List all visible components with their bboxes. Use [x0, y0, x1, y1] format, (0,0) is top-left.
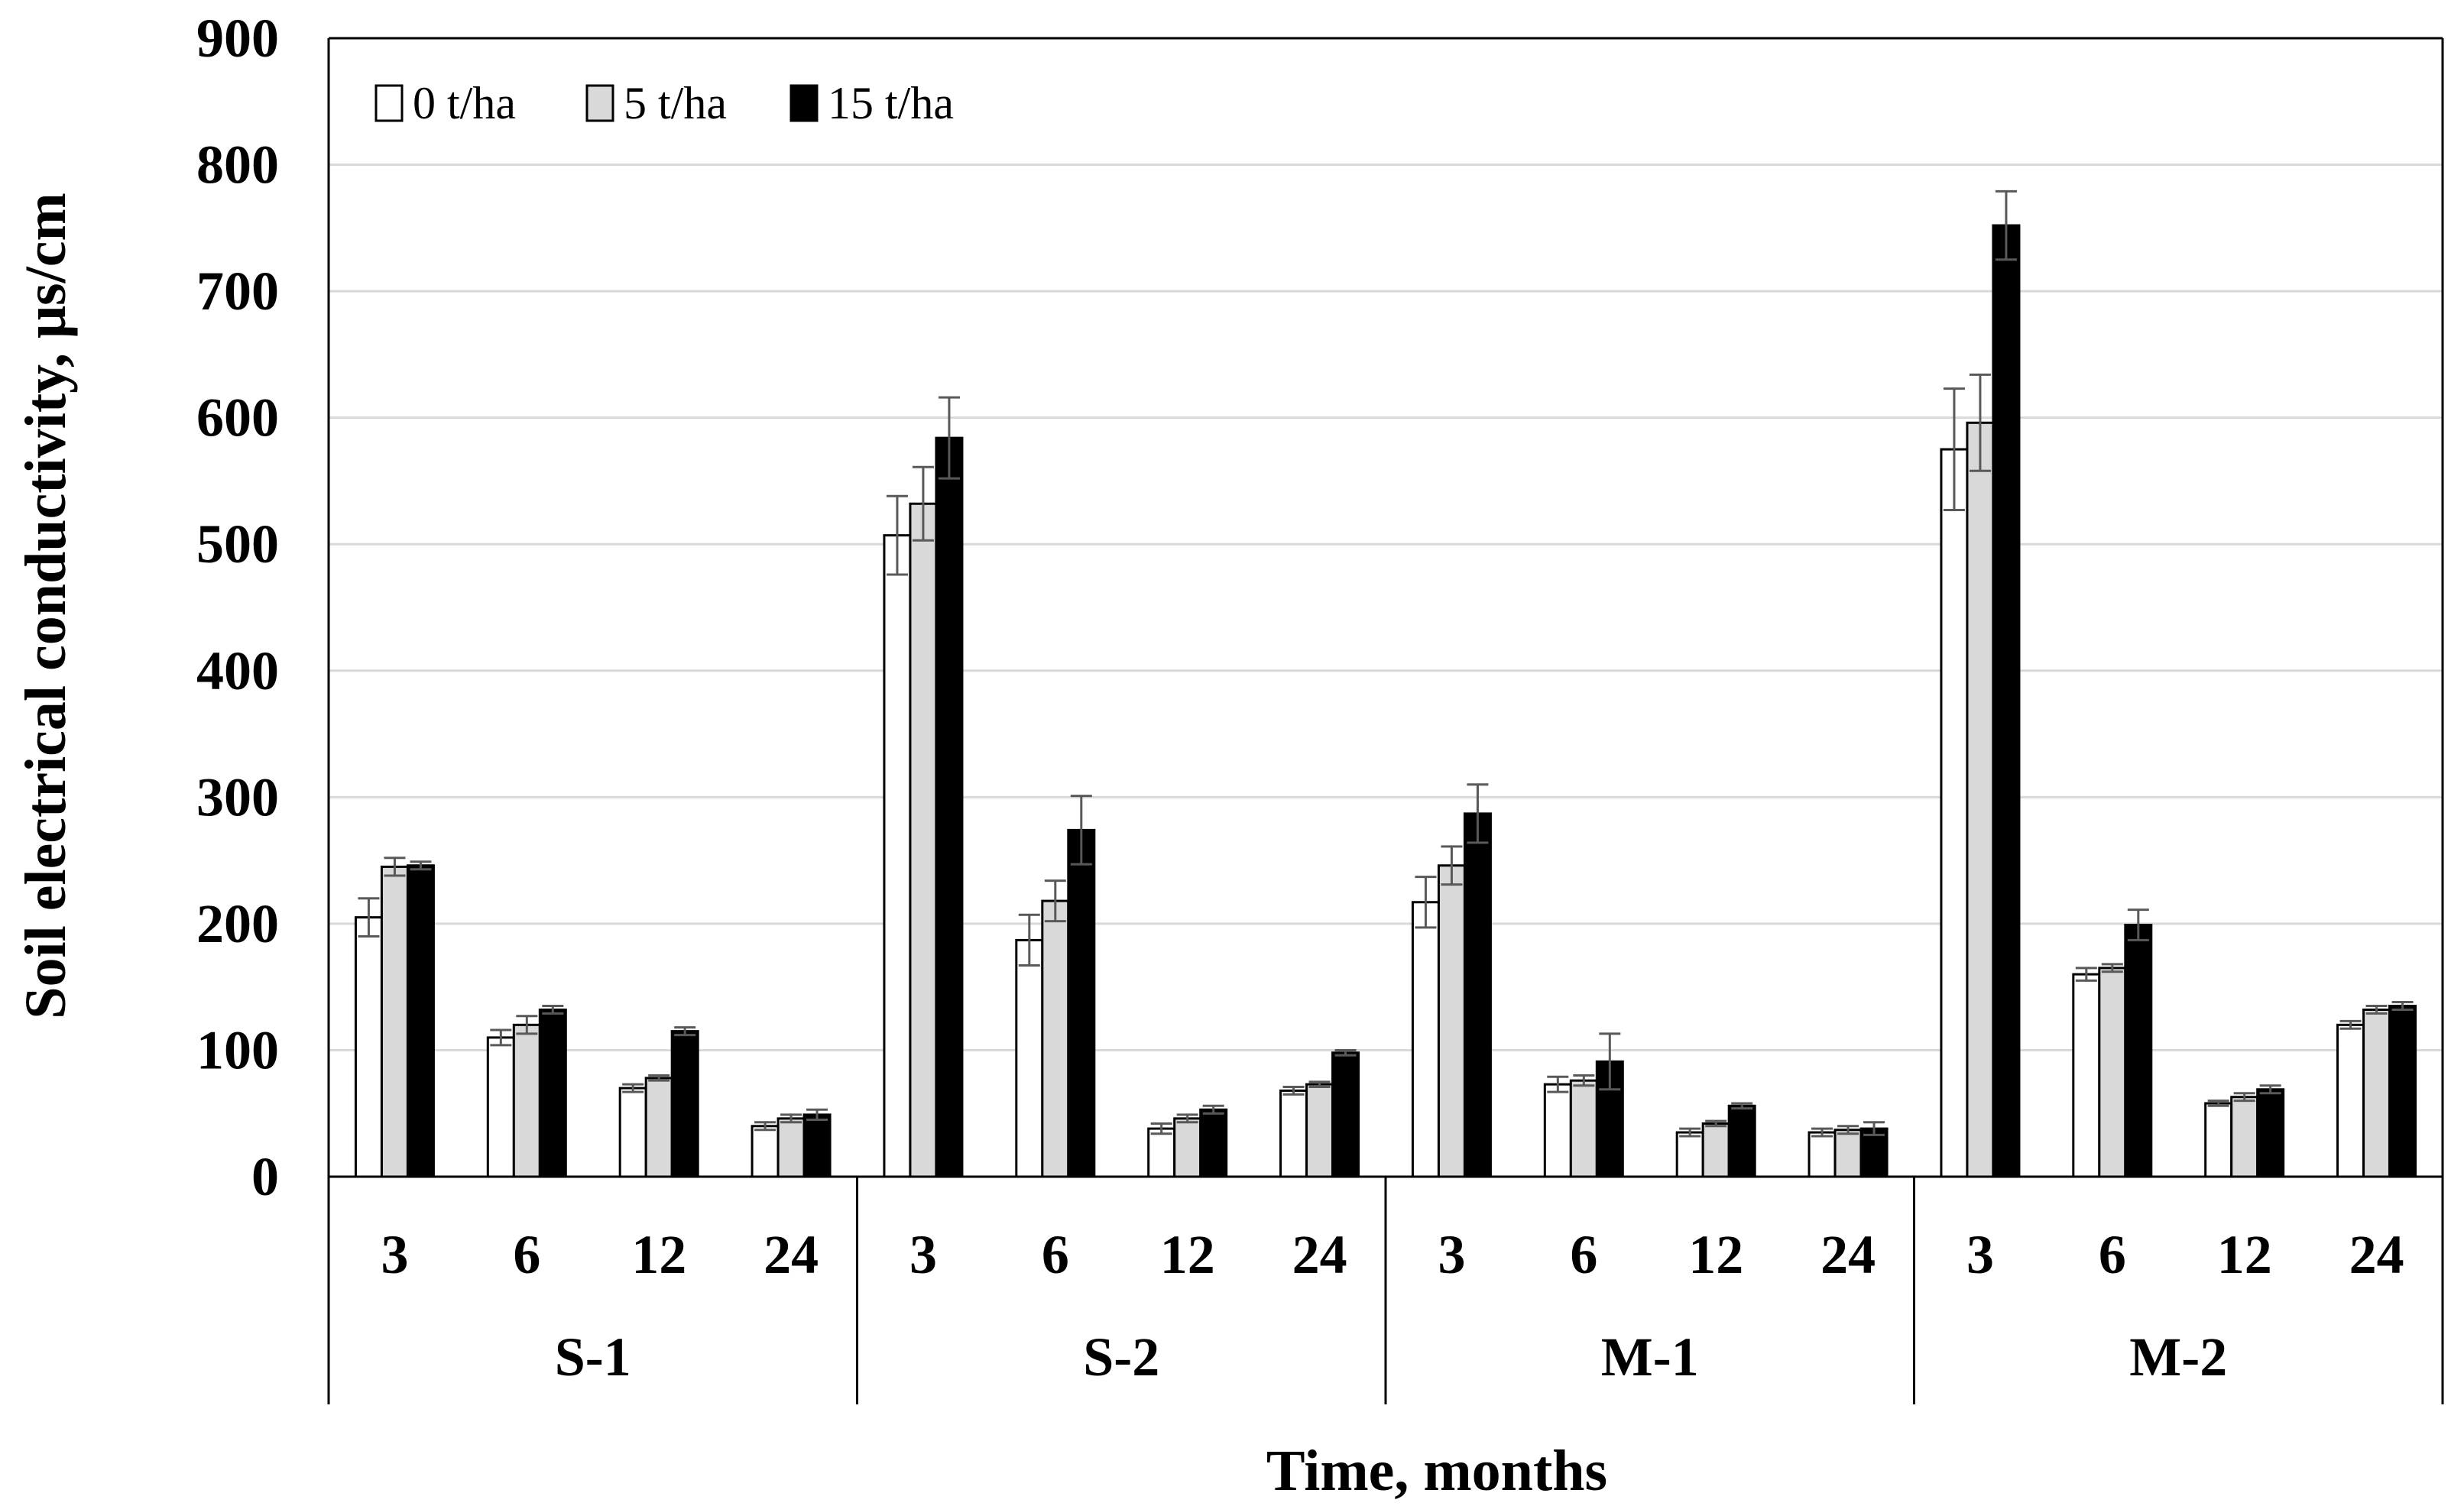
bar-0-t-ha	[354, 916, 383, 1178]
bar-15-t-ha	[1199, 1108, 1228, 1178]
y-tick-label: 900	[196, 8, 279, 69]
bar-0-t-ha	[1147, 1127, 1176, 1178]
bar-0-t-ha	[2204, 1102, 2233, 1178]
bar-15-t-ha	[1727, 1104, 1756, 1178]
legend-label-2: 15 t/ha	[828, 78, 954, 128]
x-group-label: S-2	[1083, 1326, 1159, 1388]
bar-15-t-ha	[802, 1113, 832, 1178]
x-tick-label-month: 12	[631, 1224, 686, 1285]
bar-15-t-ha	[538, 1008, 567, 1178]
legend: 0 t/ha 5 t/ha 15 t/ha	[374, 78, 954, 128]
bar-0-t-ha	[751, 1125, 780, 1178]
x-tick-label-month: 6	[1570, 1224, 1597, 1285]
bar-5-t-ha	[2098, 967, 2127, 1178]
x-group-label: S-1	[555, 1326, 631, 1388]
x-tick-label-month: 3	[381, 1224, 408, 1285]
bar-15-t-ha	[2256, 1088, 2285, 1178]
x-tick-label-month: 24	[1820, 1224, 1876, 1285]
y-tick-label: 0	[251, 1146, 279, 1207]
bar-0-t-ha	[883, 534, 912, 1178]
bar-5-t-ha	[909, 502, 938, 1178]
x-tick-label-month: 12	[2217, 1224, 2272, 1285]
bar-0-t-ha	[1543, 1083, 1572, 1178]
y-tick-label: 700	[196, 261, 279, 322]
bar-15-t-ha	[1992, 224, 2021, 1178]
bar-0-t-ha	[1279, 1089, 1308, 1178]
bar-0-t-ha	[2072, 973, 2101, 1178]
bar-0-t-ha	[1675, 1131, 1704, 1178]
y-tick-label: 100	[196, 1019, 279, 1080]
bar-5-t-ha	[1041, 899, 1070, 1178]
bar-5-t-ha	[1305, 1083, 1334, 1178]
bar-0-t-ha	[486, 1036, 515, 1178]
bar-5-t-ha	[2230, 1096, 2259, 1178]
bar-15-t-ha	[1067, 828, 1096, 1178]
bar-15-t-ha	[935, 436, 964, 1178]
bars	[354, 189, 2417, 1178]
y-tick-label: 600	[196, 387, 279, 449]
bar-5-t-ha	[1569, 1079, 1598, 1178]
bar-5-t-ha	[644, 1077, 673, 1178]
x-tick-label-month: 6	[2099, 1224, 2126, 1285]
y-tick-label: 200	[196, 893, 279, 954]
y-tick-label: 800	[196, 134, 279, 196]
bar-15-t-ha	[2388, 1005, 2417, 1178]
tick-labels: 0 100 200 300 400 500 600 700 800 900 3 6 12 24 S-1 3 6 1…	[196, 8, 2404, 1388]
bar-15-t-ha	[406, 864, 435, 1178]
legend-label-0: 0 t/ha	[413, 78, 516, 128]
x-axis-title: Time, months	[1266, 1439, 1607, 1503]
bar-0-t-ha	[1940, 448, 1969, 1178]
bar-15-t-ha	[1463, 812, 1492, 1178]
x-tick-label-month: 12	[1160, 1224, 1215, 1285]
bar-5-t-ha	[1173, 1117, 1202, 1178]
x-group-label: M-1	[1601, 1326, 1699, 1388]
x-tick-label-month: 3	[1966, 1224, 1994, 1285]
y-tick-label: 400	[196, 640, 279, 701]
bar-5-t-ha	[512, 1023, 541, 1178]
bar-5-t-ha	[1833, 1129, 1863, 1178]
bar-0-t-ha	[618, 1087, 647, 1178]
x-tick-label-month: 24	[764, 1224, 819, 1285]
bar-5-t-ha	[1437, 864, 1466, 1178]
x-tick-label-month: 24	[2349, 1224, 2404, 1285]
bar-5-t-ha	[2362, 1008, 2391, 1178]
y-tick-label: 300	[196, 766, 279, 827]
x-tick-label-month: 12	[1688, 1224, 1743, 1285]
legend-swatch-1	[585, 84, 614, 122]
bar-5-t-ha	[776, 1117, 806, 1178]
bar-5-t-ha	[1701, 1122, 1730, 1178]
bar-0-t-ha	[1807, 1131, 1837, 1178]
x-tick-label-month: 6	[513, 1224, 540, 1285]
y-tick-label: 500	[196, 513, 279, 575]
bar-15-t-ha	[670, 1030, 699, 1178]
legend-label-1: 5 t/ha	[624, 78, 727, 128]
bar-5-t-ha	[380, 865, 409, 1178]
bar-15-t-ha	[2124, 924, 2153, 1178]
bar-15-t-ha	[1331, 1051, 1360, 1178]
bar-0-t-ha	[1411, 901, 1440, 1178]
y-axis-title: Soil electrical conductivity, μs/cm	[14, 193, 78, 1019]
x-group-label: M-2	[2129, 1326, 2227, 1388]
legend-swatch-0	[374, 84, 404, 122]
x-tick-label-month: 6	[1042, 1224, 1069, 1285]
x-tick-label-month: 3	[909, 1224, 937, 1285]
bar-0-t-ha	[2336, 1023, 2365, 1178]
bar-5-t-ha	[1966, 421, 1995, 1178]
legend-swatch-2	[789, 84, 819, 122]
bar-0-t-ha	[1015, 938, 1044, 1178]
gridlines	[329, 37, 2443, 1051]
x-tick-label-month: 3	[1438, 1224, 1465, 1285]
axes	[327, 37, 2444, 1404]
x-tick-label-month: 24	[1292, 1224, 1347, 1285]
